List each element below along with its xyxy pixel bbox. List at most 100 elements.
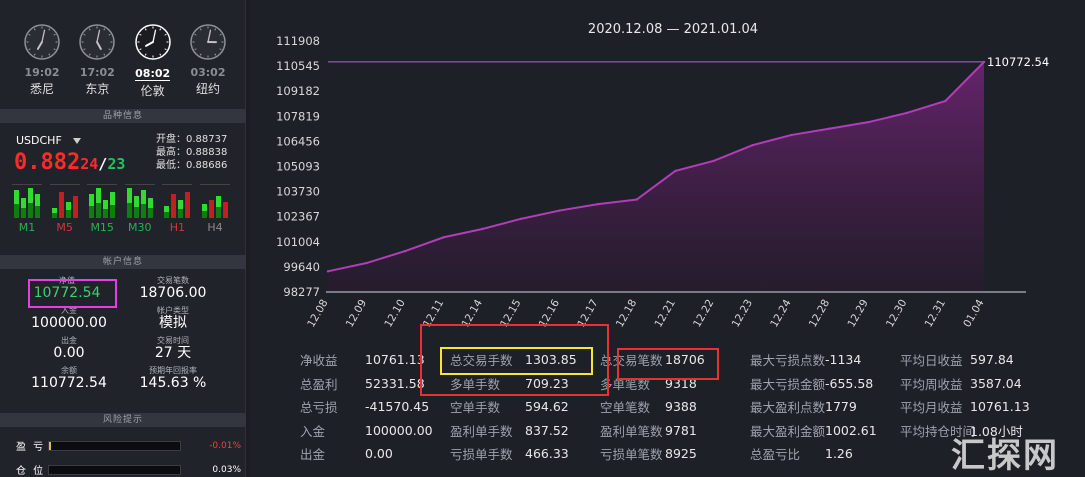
stat-value: 52331.58: [365, 375, 425, 391]
equity-point: [558, 209, 561, 212]
timeframe-h4[interactable]: H4: [199, 184, 230, 234]
deposit-value: 100000.00: [31, 315, 107, 331]
equity-chart: 2020.12.08 — 2021.01.04 111908 110545 1091…: [276, 22, 1049, 330]
stats-row: 总亏损 -41570.45: [300, 395, 450, 419]
stat-label: 平均周收益: [900, 376, 963, 392]
stat-label: 最大盈利金额: [750, 423, 826, 439]
equity-point: [481, 227, 484, 231]
type-value: 模拟: [159, 315, 187, 331]
stat-label: 总盈利: [300, 376, 338, 392]
x-tick-label: 12.29: [845, 298, 870, 330]
price-slash: /: [98, 155, 108, 173]
symbol-selector[interactable]: USDCHF: [16, 134, 82, 147]
account-trades: 交易笔数 18706.00: [118, 276, 228, 302]
stat-value: 9781: [665, 422, 697, 438]
signal-bars-icon: [199, 184, 230, 218]
equity-point: [789, 133, 793, 137]
account-balance: 余额 110772.54: [14, 366, 124, 392]
stat-label: 平均月收益: [900, 400, 963, 416]
risk-pnl: 盈 亏 -0.01%: [16, 438, 241, 453]
watermark: 汇探网: [951, 436, 1059, 476]
risk-pnl-value: -0.01%: [209, 440, 241, 451]
stat-value: 837.52: [525, 422, 569, 438]
clock-tokyo[interactable]: 17:02 东京: [75, 22, 119, 102]
risk-position-value: 0.03%: [212, 464, 241, 475]
equity-point: [365, 261, 368, 265]
equity-point: [326, 270, 330, 273]
x-tick-label: 12.23: [730, 298, 755, 330]
signal-bar: [178, 200, 184, 218]
x-tick-label: 12.22: [691, 298, 716, 330]
stats-row: 总盈利 52331.58: [300, 372, 450, 396]
stat-value: 0.00: [365, 446, 393, 462]
stat-value: 597.84: [970, 352, 1014, 368]
risk-pnl-bar: [48, 440, 181, 451]
signal-bar: [140, 190, 146, 218]
clock-icon: [190, 24, 226, 60]
y-tick-label: 106456: [276, 134, 320, 148]
clock-hour-hand: [36, 41, 43, 50]
timeframe-signals: M1 M5 M15 M30 H1 H4: [12, 184, 230, 234]
stat-label: 总交易笔数: [600, 353, 663, 369]
signal-bar: [201, 204, 207, 218]
stat-value: -655.58: [825, 375, 874, 391]
clock-newyork[interactable]: 03:02 纽约: [186, 22, 230, 102]
timeframe-m1[interactable]: M1: [12, 184, 42, 234]
stat-value: 9388: [665, 399, 697, 415]
clock-tick: [108, 48, 112, 51]
balance-value: 110772.54: [31, 375, 107, 391]
clock-tick: [164, 33, 167, 36]
clock-icon: [24, 24, 60, 60]
balance-label: 余额: [61, 366, 77, 375]
stats-row: 盈利单手数 837.52: [450, 419, 600, 443]
x-tick-label: 01.04: [961, 297, 987, 329]
signal-bars-icon: [49, 184, 80, 218]
annual-value: 145.63 %: [139, 375, 207, 391]
equity-chart-panel: 2020.12.08 — 2021.01.04 111908 110545 1091…: [250, 0, 1085, 477]
x-tick-label: 12.30: [884, 298, 909, 330]
stat-label: 多单笔数: [600, 376, 651, 392]
signal-bar: [208, 200, 214, 218]
stat-label: 最大亏损点数: [750, 353, 826, 369]
clock-tick: [158, 28, 161, 31]
stats-row: 盈利单笔数 9781: [600, 419, 750, 443]
stats-row: 最大盈利点数 1779: [750, 395, 900, 419]
dropdown-arrow-icon[interactable]: [73, 138, 82, 144]
clock-tick: [83, 48, 86, 51]
timeframe-m15[interactable]: M15: [87, 184, 118, 234]
x-tick-label: 12.24: [768, 297, 794, 329]
clock-tick: [83, 33, 86, 36]
clock-tick: [108, 33, 112, 36]
y-tick-label: 105093: [276, 159, 320, 173]
clock-tick: [219, 48, 222, 51]
stats-row: 总盈亏比 1.26: [750, 442, 900, 466]
signal-bars-icon: [12, 184, 42, 218]
timeframe-label: H4: [207, 221, 223, 234]
signal-bar: [171, 194, 177, 218]
clock-london[interactable]: 08:02 伦敦: [131, 22, 175, 102]
clock-tick: [214, 28, 217, 31]
stats-row: 总交易笔数 18706: [600, 348, 750, 372]
stat-value: 709.23: [525, 375, 569, 391]
y-tick-label: 111908: [276, 34, 320, 48]
withdraw-value: 0.00: [53, 345, 85, 361]
risk-position: 仓 位 0.03%: [16, 462, 241, 477]
stats-row: 空单笔数 9388: [600, 395, 750, 419]
clock-sydney[interactable]: 19:02 悉尼: [20, 22, 64, 102]
stat-value: 18706: [665, 352, 705, 368]
high-price: 最高：0.88838: [156, 147, 228, 158]
risk-position-label: 仓 位: [16, 466, 46, 477]
withdraw-label: 出金: [61, 336, 77, 345]
clock-tick: [144, 28, 147, 31]
stats-row: 平均持仓时间 1.08小时: [900, 419, 1050, 443]
section-symbol-info: 品种信息: [0, 109, 246, 123]
price-ask-digits: 23: [107, 155, 126, 173]
stats-row: 平均日收益 597.84: [900, 348, 1050, 372]
timeframe-h1[interactable]: H1: [162, 184, 193, 234]
signal-bar: [222, 202, 228, 218]
last-value-label: 110772.54: [987, 55, 1049, 69]
timeframe-label: M1: [18, 221, 36, 234]
timeframe-m30[interactable]: M30: [124, 184, 155, 234]
timeframe-m5[interactable]: M5: [49, 184, 80, 234]
